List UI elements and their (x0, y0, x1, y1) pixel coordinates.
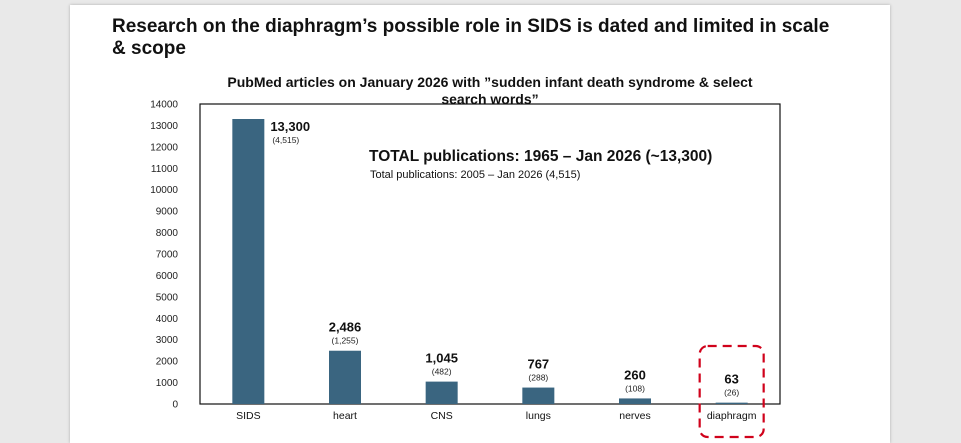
y-tick-label: 9000 (156, 207, 179, 218)
x-tick-label-nerves: nerves (619, 410, 651, 422)
secondary-label-sids: (4,515) (272, 135, 299, 145)
value-label-heart: 2,486 (329, 320, 362, 335)
y-tick-label: 4000 (156, 314, 179, 325)
bars (232, 119, 748, 404)
y-tick-label: 13000 (150, 121, 178, 132)
x-tick-label-cns: CNS (431, 410, 453, 422)
diaphragm-highlight-box (698, 344, 765, 439)
value-label-cns: 1,045 (425, 351, 458, 366)
y-tick-label: 10000 (150, 185, 178, 196)
bar-nerves (619, 398, 651, 404)
bar-sids (232, 119, 265, 404)
bar-diaphragm (715, 402, 748, 404)
total-publications-annotation: TOTAL publications: 1965 – Jan 2026 (~13… (369, 148, 712, 165)
y-tick-label: 0 (172, 400, 178, 411)
x-tick-label-diaphragm: diaphragm (707, 410, 757, 422)
y-tick-label: 1000 (156, 378, 179, 389)
slide-headline: Research on the diaphragm’s possible rol… (112, 16, 830, 59)
x-tick-label-sids: SIDS (236, 410, 261, 422)
value-label-lungs: 767 (527, 357, 549, 372)
secondary-label-lungs: (288) (528, 373, 548, 383)
value-label-nerves: 260 (624, 367, 646, 382)
x-axis: SIDS heart CNS lungs nerves diaphragm (236, 410, 757, 422)
secondary-label-diaphragm: (26) (724, 388, 739, 398)
chart-title: PubMed articles on January 2026 with ”su… (227, 74, 753, 107)
y-tick-label: 2000 (156, 357, 179, 368)
y-tick-label: 11000 (151, 164, 179, 175)
bar-cns (425, 381, 458, 404)
bar-heart (329, 350, 361, 404)
y-tick-label: 14000 (150, 100, 178, 111)
y-tick-label: 6000 (156, 271, 179, 282)
secondary-label-heart: (1,255) (332, 336, 359, 346)
x-tick-label-heart: heart (333, 410, 357, 422)
x-tick-label-lungs: lungs (526, 410, 551, 422)
y-axis: 0 1000 2000 3000 4000 5000 6000 7000 8000 9000 100… (150, 100, 178, 411)
secondary-label-cns: (482) (432, 367, 452, 377)
value-label-diaphragm: 63 (724, 372, 738, 387)
secondary-label-nerves: (108) (625, 383, 645, 393)
y-tick-label: 3000 (156, 335, 179, 346)
bar-lungs (522, 387, 555, 404)
slide: Research on the diaphragm’s possible rol… (70, 5, 890, 443)
plot-frame (199, 103, 781, 405)
value-label-sids: 13,300 (270, 119, 310, 134)
y-tick-label: 7000 (156, 250, 179, 261)
y-tick-label: 12000 (150, 142, 178, 153)
y-tick-label: 8000 (156, 228, 179, 239)
bar-labels: 13,300(4,515)2,486(1,255)1,045(482)767(2… (270, 119, 739, 398)
recent-publications-annotation: Total publications: 2005 – Jan 2026 (4,5… (370, 169, 580, 181)
y-tick-label: 5000 (156, 292, 179, 303)
